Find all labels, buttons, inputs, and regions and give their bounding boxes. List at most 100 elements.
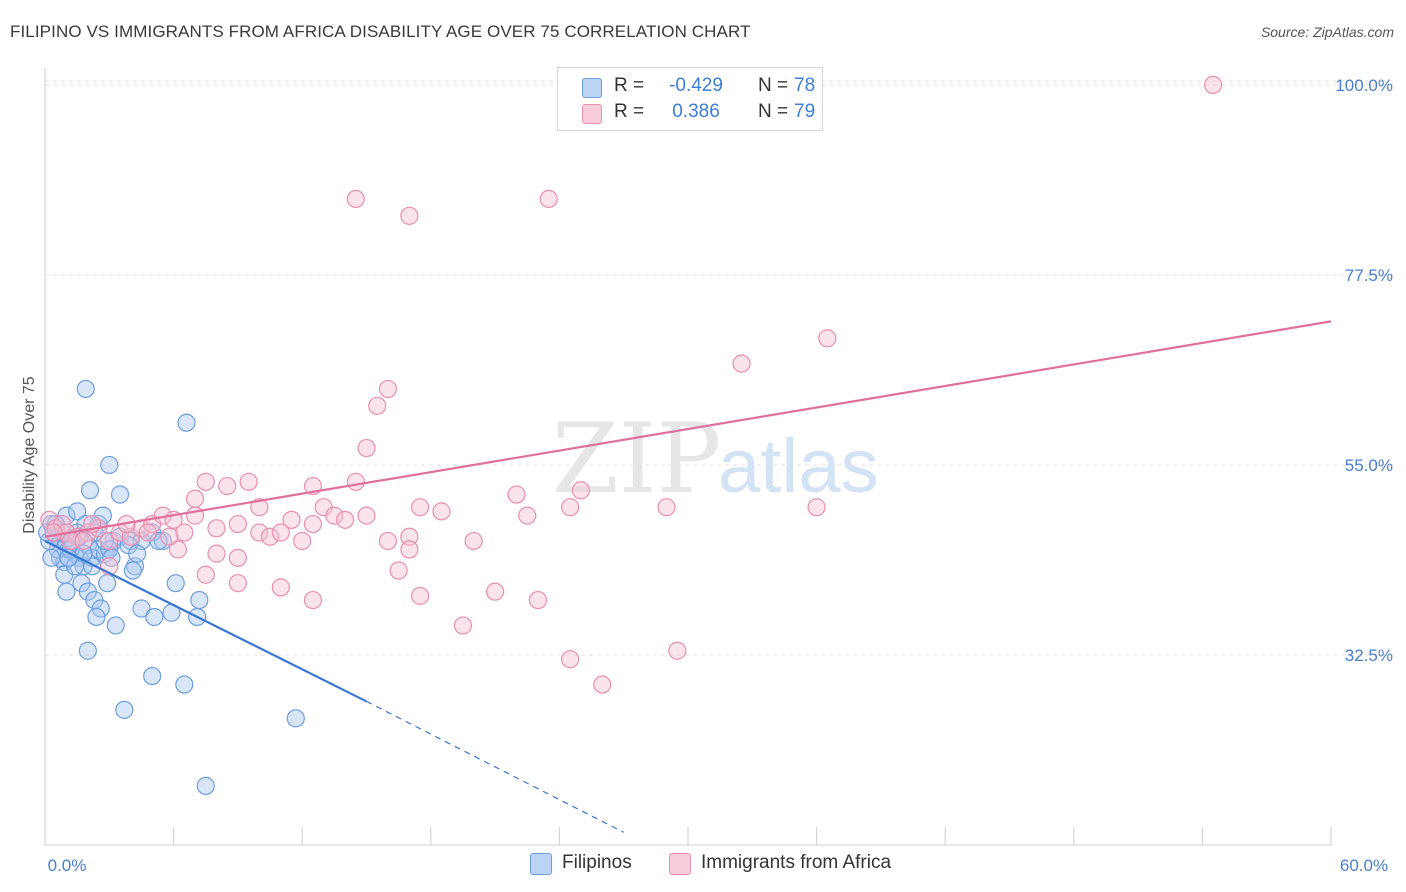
point-filipinos (166, 574, 185, 593)
legend-n-value: 79 (794, 101, 816, 122)
watermark: ZIP atlas (552, 403, 879, 515)
point-filipinos (98, 574, 117, 593)
x-tick-label-min: 0.0% (48, 856, 87, 875)
point-africa (378, 379, 398, 399)
legend-n-label: N = (758, 101, 789, 122)
bottom-legend-label-filipinos: Filipinos (562, 852, 632, 873)
point-africa (507, 485, 526, 504)
point-filipinos (106, 616, 125, 635)
point-africa (168, 540, 187, 559)
point-africa (282, 510, 301, 529)
bottom-legend-swatch-filipinos (530, 853, 552, 875)
point-africa (207, 519, 226, 538)
point-africa (260, 527, 280, 546)
point-filipinos (76, 379, 95, 399)
point-filipinos (100, 455, 119, 475)
point-africa (368, 396, 387, 415)
y-tick-label: 100.0% (1335, 76, 1393, 95)
point-africa (732, 354, 751, 373)
watermark-zip: ZIP (552, 403, 721, 515)
legend-r-label: R = (614, 101, 645, 122)
point-africa (400, 527, 419, 546)
point-africa (818, 329, 837, 348)
axes (44, 68, 1332, 846)
point-africa (303, 590, 323, 610)
point-africa (571, 481, 590, 500)
point-africa (325, 506, 344, 525)
chart-title: FILIPINO VS IMMIGRANTS FROM AFRICA DISAB… (10, 22, 751, 41)
x-tick-label-max: 60.0% (1340, 856, 1388, 875)
trend-line-africa (44, 320, 1332, 538)
point-filipinos (196, 776, 215, 795)
chart-source: Source: ZipAtlas.com (1260, 24, 1394, 40)
point-filipinos (175, 675, 194, 694)
point-africa (539, 189, 558, 209)
point-africa (138, 523, 157, 542)
point-africa (486, 582, 505, 601)
y-tick-label: 32.5% (1345, 646, 1393, 665)
point-africa (271, 578, 290, 597)
point-africa (218, 476, 237, 496)
trend-line-filipinos (44, 539, 367, 703)
point-africa (561, 498, 580, 517)
point-africa (346, 472, 365, 491)
point-filipinos (132, 599, 151, 618)
watermark-atlas: atlas (718, 424, 879, 509)
point-filipinos (87, 607, 106, 627)
stats-legend: R = -0.429 N = 78 R = 0.386 N = 79 (557, 67, 823, 131)
data-points (38, 75, 1223, 795)
point-filipinos (80, 481, 100, 500)
point-africa (518, 506, 537, 525)
point-africa (807, 498, 826, 517)
point-africa (185, 489, 205, 508)
point-africa (357, 438, 376, 458)
point-filipinos (57, 582, 76, 601)
point-africa (44, 523, 63, 542)
point-africa (410, 498, 430, 517)
bottom-legend-swatch-africa (669, 853, 691, 875)
point-filipinos (143, 666, 162, 686)
point-africa (250, 498, 269, 517)
point-filipinos (110, 485, 130, 504)
point-filipinos (286, 709, 305, 728)
point-africa (400, 206, 419, 225)
point-filipinos (177, 413, 196, 432)
trend-lines (44, 320, 1332, 833)
point-filipinos (123, 561, 142, 580)
point-africa (657, 498, 676, 517)
bottom-legend-label-africa: Immigrants from Africa (701, 852, 892, 873)
point-africa (207, 544, 226, 563)
point-africa (293, 531, 312, 551)
point-africa (250, 523, 269, 542)
point-africa (400, 540, 419, 559)
point-africa (432, 502, 451, 521)
point-africa (357, 506, 376, 525)
point-africa (453, 616, 473, 635)
point-africa (464, 531, 483, 551)
point-africa (303, 514, 323, 534)
point-filipinos (190, 590, 209, 610)
point-africa (378, 531, 398, 551)
legend-r-value: -0.429 (669, 75, 723, 96)
point-africa (196, 565, 215, 584)
point-filipinos (68, 502, 87, 521)
legend-n-label: N = (758, 75, 789, 96)
point-africa (389, 561, 408, 580)
point-africa (175, 523, 194, 542)
point-africa (228, 548, 247, 567)
point-africa (228, 514, 247, 534)
point-africa (74, 531, 93, 551)
point-africa (239, 472, 258, 491)
point-africa (528, 590, 548, 610)
point-africa (561, 650, 580, 669)
point-africa (196, 472, 215, 491)
point-filipinos (145, 607, 164, 627)
point-africa (346, 189, 365, 209)
point-filipinos (42, 548, 61, 567)
point-africa (271, 523, 290, 542)
point-africa (668, 641, 687, 660)
y-tick-labels: 32.5% 55.0% 77.5% 100.0% (1335, 76, 1393, 665)
legend-r-value: 0.386 (672, 101, 720, 122)
point-filipinos (78, 641, 97, 660)
